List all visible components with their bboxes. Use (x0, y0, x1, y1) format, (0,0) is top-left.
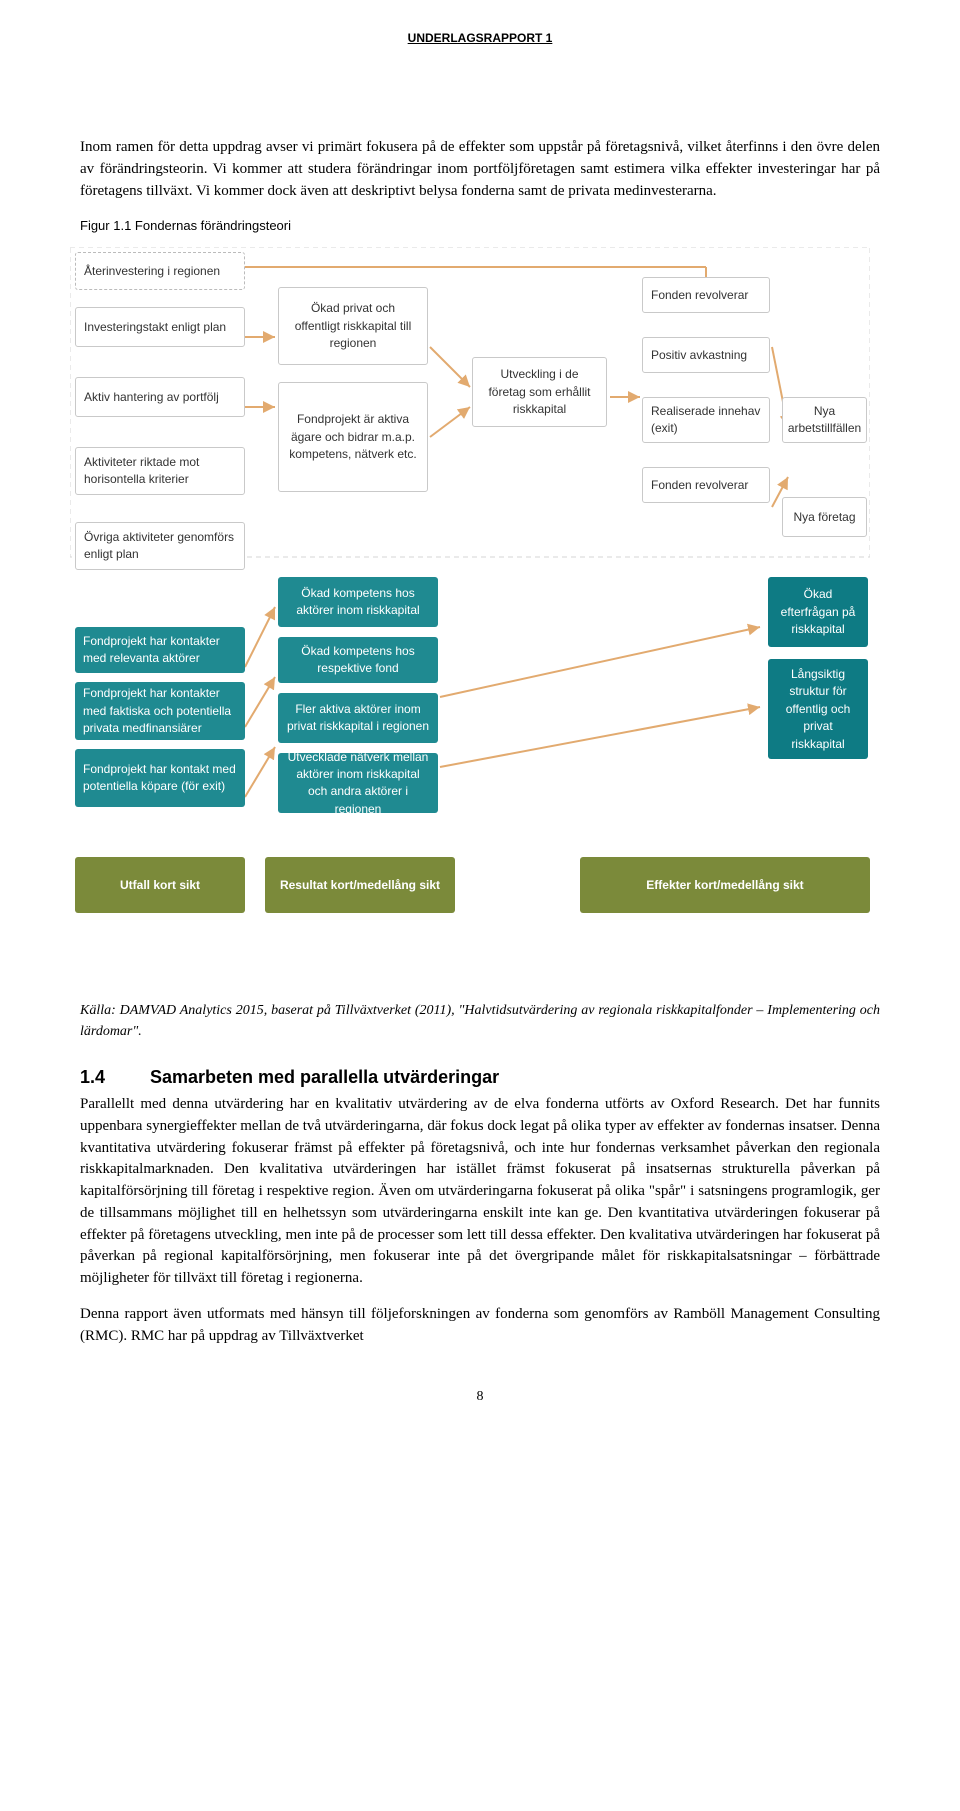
c4-g3: Realiserade innehav (exit) (642, 397, 770, 443)
c4-g4: Fonden revolverar (642, 467, 770, 503)
c1-b2: Aktiv hantering av portfölj (75, 377, 245, 417)
section-title: Samarbeten med parallella utvärderingar (150, 1067, 499, 1087)
c5-g2: Nya företag (782, 497, 867, 537)
c3-g1: Utveckling i de företag som erhållit ris… (472, 357, 607, 427)
c2-t4: Utvecklade nätverk mellan aktörer inom r… (278, 753, 438, 813)
c1-t2: Fondprojekt har kontakter med faktiska o… (75, 682, 245, 740)
footer-f1: Utfall kort sikt (75, 857, 245, 913)
c2-t3: Fler aktiva aktörer inom privat riskkapi… (278, 693, 438, 743)
page-header: UNDERLAGSRAPPORT 1 (80, 30, 880, 47)
c2-g2: Fondprojekt är aktiva ägare och bidrar m… (278, 382, 428, 492)
c1-b3: Aktiviteter riktade mot horisontella kri… (75, 447, 245, 495)
c1-dashed: Återinvestering i regionen (75, 252, 245, 290)
diagram: Återinvestering i regionen Investeringst… (70, 247, 870, 987)
page-number: 8 (80, 1387, 880, 1407)
c5-t2: Långsiktig struktur för offentlig och pr… (768, 659, 868, 759)
c1-t1: Fondprojekt har kontakter med relevanta … (75, 627, 245, 673)
section-heading: 1.4Samarbeten med parallella utvärdering… (80, 1064, 880, 1090)
body-p1: Parallellt med denna utvärdering har en … (80, 1094, 880, 1290)
intro-paragraph: Inom ramen för detta uppdrag avser vi pr… (80, 137, 880, 202)
c2-t1: Ökad kompetens hos aktörer inom riskkapi… (278, 577, 438, 627)
c4-g1: Fonden revolverar (642, 277, 770, 313)
c2-t2: Ökad kompetens hos respektive fond (278, 637, 438, 683)
figure-caption: Figur 1.1 Fondernas förändringsteori (80, 217, 880, 236)
footer-f3: Effekter kort/medellång sikt (580, 857, 870, 913)
footer-f2: Resultat kort/medellång sikt (265, 857, 455, 913)
c1-t3: Fondprojekt har kontakt med potentiella … (75, 749, 245, 807)
figure-source: Källa: DAMVAD Analytics 2015, baserat på… (80, 1001, 880, 1042)
body-p2: Denna rapport även utformats med hänsyn … (80, 1304, 880, 1348)
section-number: 1.4 (80, 1064, 150, 1090)
c5-t1: Ökad efterfrågan på riskkapital (768, 577, 868, 647)
c1-b4: Övriga aktiviteter genomförs enligt plan (75, 522, 245, 570)
c2-g1: Ökad privat och offentligt riskkapital t… (278, 287, 428, 365)
c5-g1: Nya arbetstillfällen (782, 397, 867, 443)
c4-g2: Positiv avkastning (642, 337, 770, 373)
c1-b1: Investeringstakt enligt plan (75, 307, 245, 347)
